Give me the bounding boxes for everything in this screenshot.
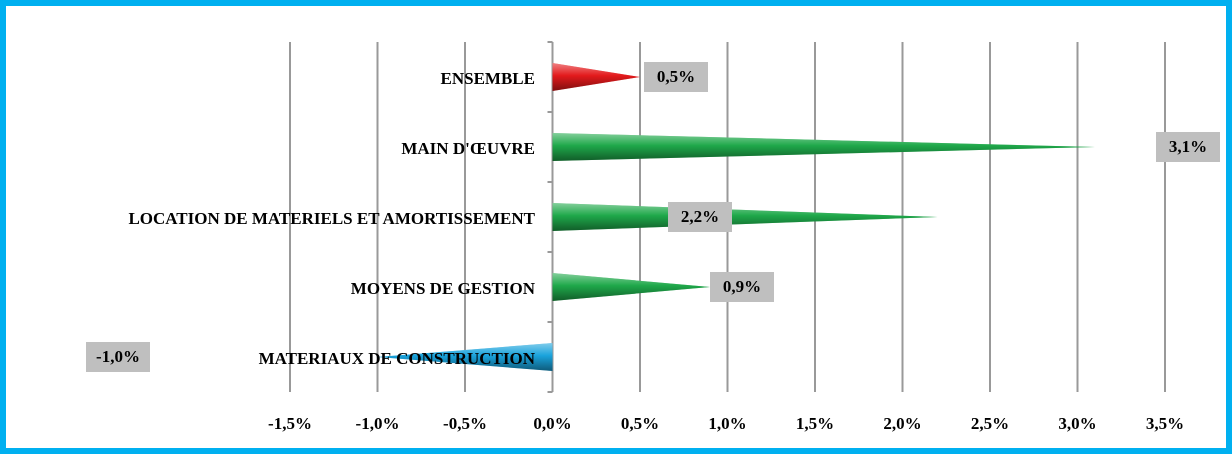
y-tick-label: MAIN D'ŒUVRE bbox=[401, 139, 535, 158]
bar-shade bbox=[552, 203, 938, 231]
y-tick-label: LOCATION DE MATERIELS ET AMORTISSEMENT bbox=[128, 209, 535, 228]
value-label-box bbox=[1156, 132, 1220, 162]
value-label-box bbox=[668, 202, 732, 232]
x-tick-label: 3,0% bbox=[1058, 414, 1096, 433]
x-tick-label: 1,5% bbox=[796, 414, 834, 433]
bar-shade bbox=[552, 133, 1095, 161]
bar-shade bbox=[552, 273, 710, 301]
x-tick-label: 2,0% bbox=[883, 414, 921, 433]
y-tick-label: MATERIAUX DE CONSTRUCTION bbox=[259, 349, 536, 368]
x-tick-label: 0,0% bbox=[533, 414, 571, 433]
x-tick-label: -1,0% bbox=[356, 414, 400, 433]
value-label: 0,5% bbox=[657, 67, 695, 86]
x-tick-label: -1,5% bbox=[268, 414, 312, 433]
x-tick-label: 1,0% bbox=[708, 414, 746, 433]
x-tick-label: -0,5% bbox=[443, 414, 487, 433]
x-tick-label: 0,5% bbox=[621, 414, 659, 433]
value-label: -1,0% bbox=[96, 347, 140, 366]
y-tick-label: MOYENS DE GESTION bbox=[351, 279, 536, 298]
value-label-box bbox=[644, 62, 708, 92]
bar-shade bbox=[377, 343, 553, 371]
value-label: 2,2% bbox=[681, 207, 719, 226]
x-tick-label: 3,5% bbox=[1146, 414, 1184, 433]
value-label-box bbox=[710, 272, 774, 302]
value-label-box bbox=[86, 342, 150, 372]
value-label: 3,1% bbox=[1169, 137, 1207, 156]
value-label: 0,9% bbox=[723, 277, 761, 296]
x-tick-label: 2,5% bbox=[971, 414, 1009, 433]
y-tick-label: ENSEMBLE bbox=[441, 69, 535, 88]
bar-shade bbox=[552, 63, 640, 91]
